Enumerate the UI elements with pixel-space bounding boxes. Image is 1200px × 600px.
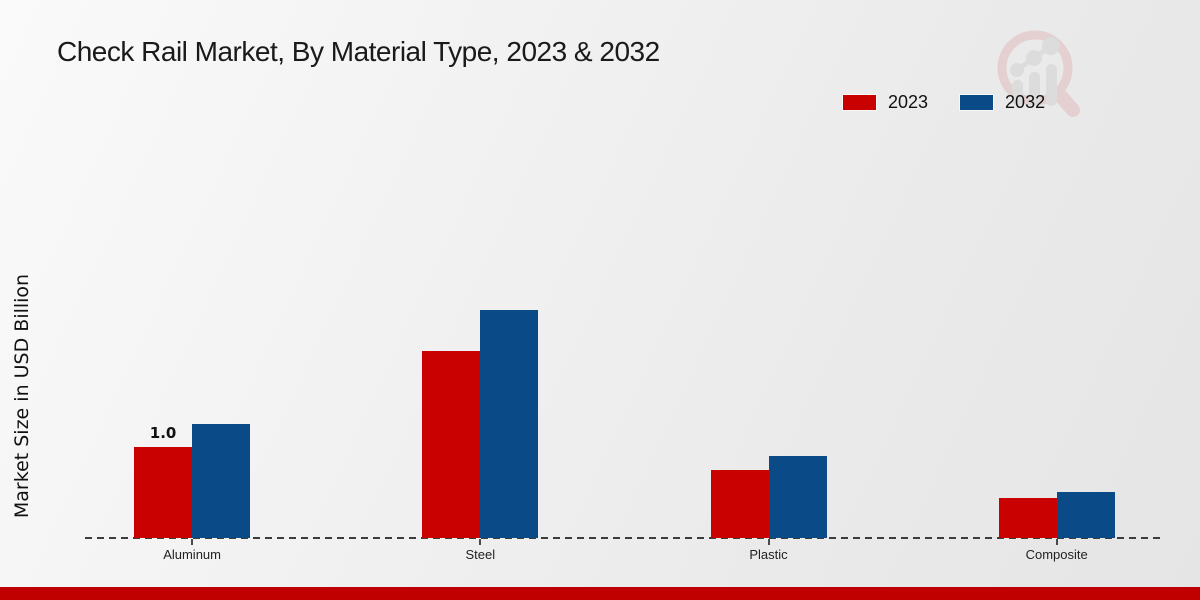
legend: 2023 2032 [843, 92, 1045, 113]
bar-2032-steel [480, 310, 539, 538]
x-tick-label-composite: Composite [1025, 547, 1088, 562]
legend-label-2032: 2032 [1005, 92, 1046, 112]
bar-2023-aluminum [134, 447, 193, 538]
x-tick-label-steel: Steel [465, 547, 496, 562]
y-axis-label: Market Size in USD Billion [11, 273, 33, 519]
bar-2023-composite [998, 498, 1057, 538]
x-tick-label-plastic: Plastic [749, 547, 788, 562]
bar-2032-plastic [768, 456, 827, 538]
x-axis-baseline [85, 537, 1163, 539]
bar-2023-plastic [710, 470, 769, 538]
bar-value-label: 1.0 [149, 424, 177, 442]
legend-swatch-2032 [960, 95, 994, 110]
magnifier-growth-chart-logo-icon [997, 30, 1080, 117]
bar-2032-composite [1056, 492, 1115, 538]
x-tick-label-aluminum: Aluminum [163, 547, 221, 562]
x-axis-tick [1055, 539, 1058, 545]
bar-2032-aluminum [192, 424, 251, 538]
legend-swatch-2023 [843, 95, 876, 110]
x-axis-tick [767, 539, 770, 545]
x-axis-tick [191, 539, 194, 545]
bar-2023-steel [422, 351, 481, 538]
legend-label-2023: 2023 [888, 92, 929, 112]
legend-item-2023: 2023 [843, 92, 928, 113]
legend-item-2032: 2032 [960, 92, 1045, 113]
footer-accent-bar [0, 587, 1200, 600]
x-axis-tick [479, 539, 482, 545]
chart-title: Check Rail Market, By Material Type, 202… [57, 36, 660, 67]
